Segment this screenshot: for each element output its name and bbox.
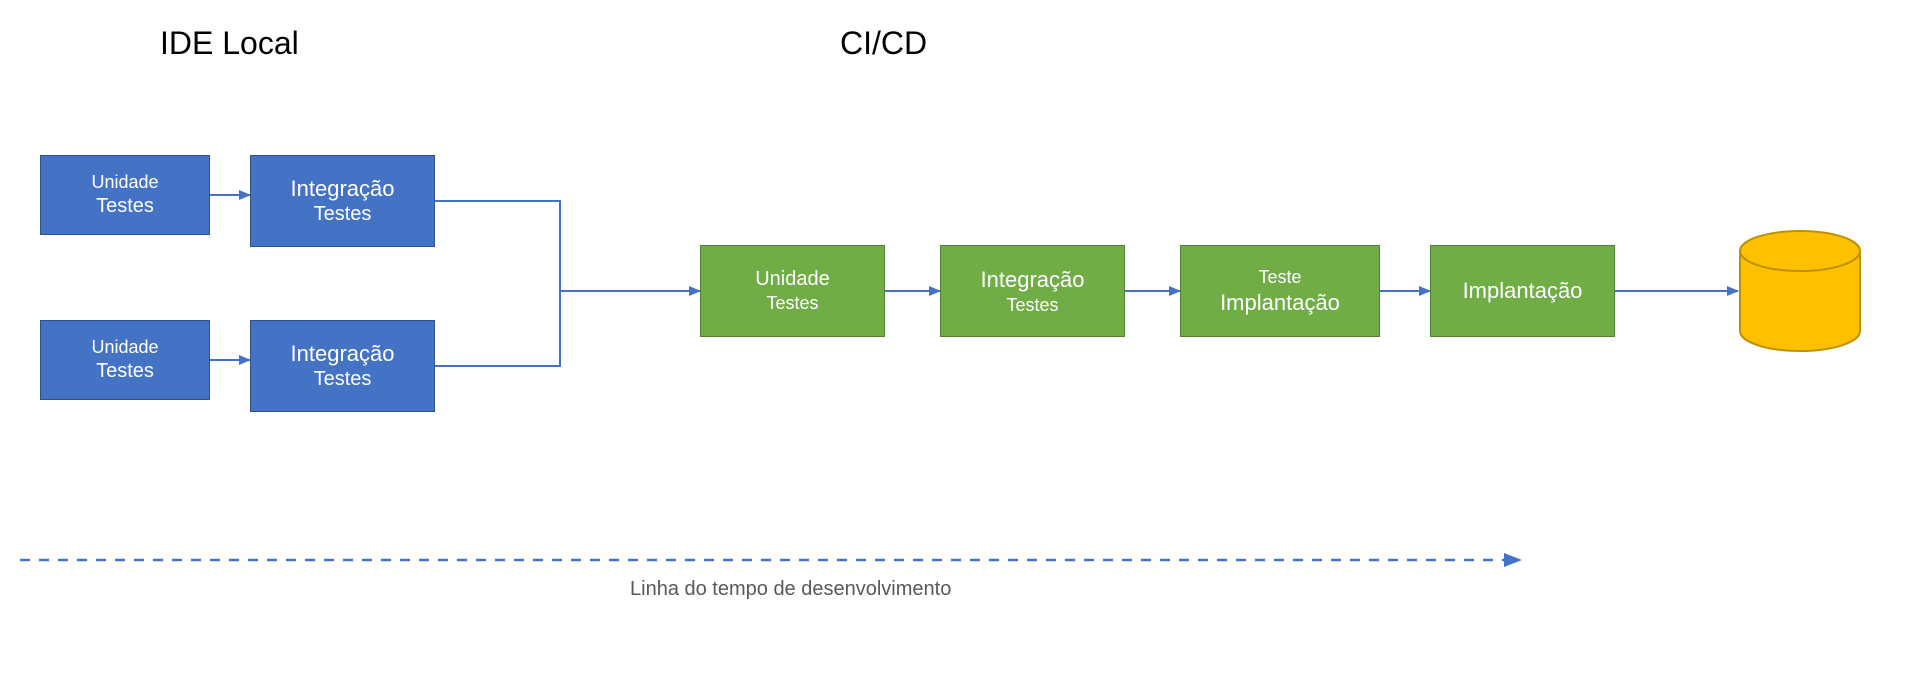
node-unit-tests-1: Unidade Testes <box>40 155 210 235</box>
node-label-line2: Testes <box>96 359 154 384</box>
edge-merge-top <box>435 201 560 291</box>
node-label-line1: Unidade <box>91 171 158 194</box>
node-label-line2: Testes <box>314 367 372 392</box>
node-label-line1: Teste <box>1258 266 1301 289</box>
node-ci-unit-tests: Unidade Testes <box>700 245 885 337</box>
heading-ide-local: IDE Local <box>160 25 299 62</box>
node-label-line2: Testes <box>314 202 372 227</box>
node-label-line2: Testes <box>766 292 818 315</box>
edge-merge-bottom <box>435 291 560 366</box>
node-label-line2: Testes <box>1006 294 1058 317</box>
node-integration-tests-2: Integração Testes <box>250 320 435 412</box>
node-ci-deploy: Implantação <box>1430 245 1615 337</box>
node-label-line1: Implantação <box>1463 277 1583 305</box>
node-ci-test-deploy: Teste Implantação <box>1180 245 1380 337</box>
node-label-line1: Integração <box>291 175 395 203</box>
heading-cicd: CI/CD <box>840 25 927 62</box>
node-label-line1: Unidade <box>91 336 158 359</box>
node-label-line2: Implantação <box>1220 289 1340 317</box>
database-icon <box>1740 231 1860 351</box>
node-label-line1: Integração <box>291 340 395 368</box>
node-label-line1: Unidade <box>755 267 830 292</box>
node-ci-integration-tests: Integração Testes <box>940 245 1125 337</box>
node-unit-tests-2: Unidade Testes <box>40 320 210 400</box>
node-integration-tests-1: Integração Testes <box>250 155 435 247</box>
node-label-line1: Integração <box>981 266 1085 294</box>
node-label-line2: Testes <box>96 194 154 219</box>
timeline-label: Linha do tempo de desenvolvimento <box>630 578 951 601</box>
diagram-canvas: IDE Local CI/CD Unidade Testes Integraçã… <box>0 0 1913 673</box>
